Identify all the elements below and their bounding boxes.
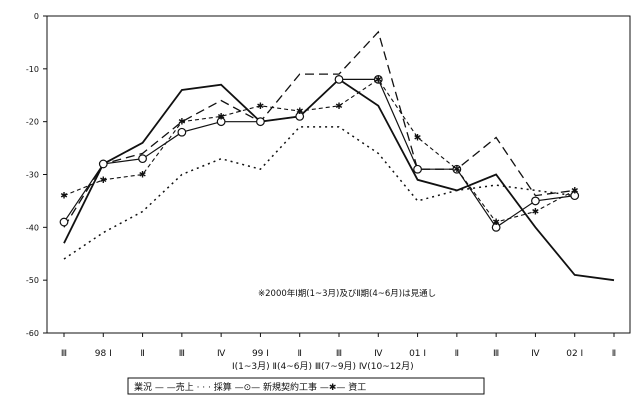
series-dotted [63, 126, 575, 260]
data-point: ✱ [100, 176, 108, 186]
x-tick-label: Ⅱ [297, 349, 301, 359]
data-point: ✱ [532, 207, 540, 217]
data-point [413, 164, 422, 174]
series-line [63, 78, 575, 223]
x-tick-label: Ⅱ [455, 349, 459, 359]
x-tick-label: Ⅲ [61, 349, 67, 359]
series-line [63, 30, 575, 228]
data-point [98, 159, 108, 169]
plot-frame [46, 15, 631, 334]
data-point [295, 111, 305, 121]
series-dashed [63, 30, 575, 228]
x-tick-label: Ⅲ [179, 349, 185, 359]
x-tick-label: Ⅲ [336, 349, 342, 359]
y-tick-label: -40 [26, 223, 39, 232]
axes: 0 -10 -20 -30 -40 -50 -60 Ⅲ 98 Ⅰ Ⅱ Ⅲ Ⅳ 99 Ⅰ Ⅱ Ⅲ Ⅳ 01 Ⅰ Ⅱ Ⅲ… [26, 12, 631, 359]
data-point [491, 222, 501, 232]
legend-box [127, 377, 485, 395]
x-tick-label: Ⅳ [217, 349, 226, 359]
data-point: ✱ [60, 192, 68, 202]
data-point: ✱ [139, 171, 147, 181]
quarter-note: Ⅰ(1~3月) Ⅱ(4~6月) Ⅲ(7~9月) Ⅳ(10~12月) [232, 361, 414, 372]
y-tick-label: -30 [26, 171, 39, 180]
x-tick-label: Ⅱ [612, 349, 616, 359]
y-tick-label: -10 [26, 65, 39, 74]
data-point: ✱ [375, 75, 383, 85]
x-tick-label: 98 Ⅰ [95, 349, 112, 359]
series-star: ✱ ✱ ✱ ✱ ✱ ✱ ✱ ✱ ✱ ✱ ✱ ✱ ✱ ✱ [60, 75, 578, 228]
series-line [63, 78, 575, 229]
data-point: ✱ [178, 118, 186, 128]
y-tick-label: -60 [26, 329, 39, 338]
x-tick-label: Ⅱ [140, 349, 144, 359]
series-circle [59, 74, 580, 232]
data-point [216, 117, 226, 127]
series-line [63, 126, 575, 260]
data-point [138, 154, 147, 164]
data-point: ✱ [335, 102, 343, 112]
data-point: ✱ [257, 102, 265, 112]
data-point: ✱ [217, 112, 225, 122]
data-point [570, 191, 580, 201]
data-point: ✱ [453, 165, 461, 175]
x-tick-label: Ⅳ [374, 349, 383, 359]
legend: 業況 — —売上 · · · 採算 —⊙— 新規契約工事 —✱— 資工 [134, 381, 366, 393]
series-layer: ✱ ✱ ✱ ✱ ✱ ✱ ✱ ✱ ✱ ✱ ✱ ✱ ✱ ✱ [59, 30, 615, 282]
data-point [177, 127, 187, 137]
data-point: ✱ [414, 134, 422, 144]
data-point: ✱ [571, 186, 579, 196]
x-tick-label: 02 Ⅰ [566, 349, 583, 359]
data-point [531, 196, 540, 206]
data-point [59, 217, 69, 227]
data-point: ✱ [492, 218, 500, 228]
data-point [256, 117, 265, 127]
x-tick-label: Ⅳ [531, 349, 540, 359]
x-tick-label: 99 Ⅰ [252, 349, 269, 359]
x-tick-label: 01 Ⅰ [409, 349, 426, 359]
chart-annotation: ※2000年Ⅰ期(1~3月)及びⅡ期(4~6月)は見通し [258, 288, 436, 299]
data-point [334, 74, 344, 84]
x-tick-label: Ⅲ [493, 349, 499, 359]
y-tick-label: -20 [26, 118, 39, 127]
y-tick-label: -50 [26, 276, 39, 285]
data-point: ✱ [296, 107, 304, 117]
y-tick-label: 0 [34, 12, 39, 21]
